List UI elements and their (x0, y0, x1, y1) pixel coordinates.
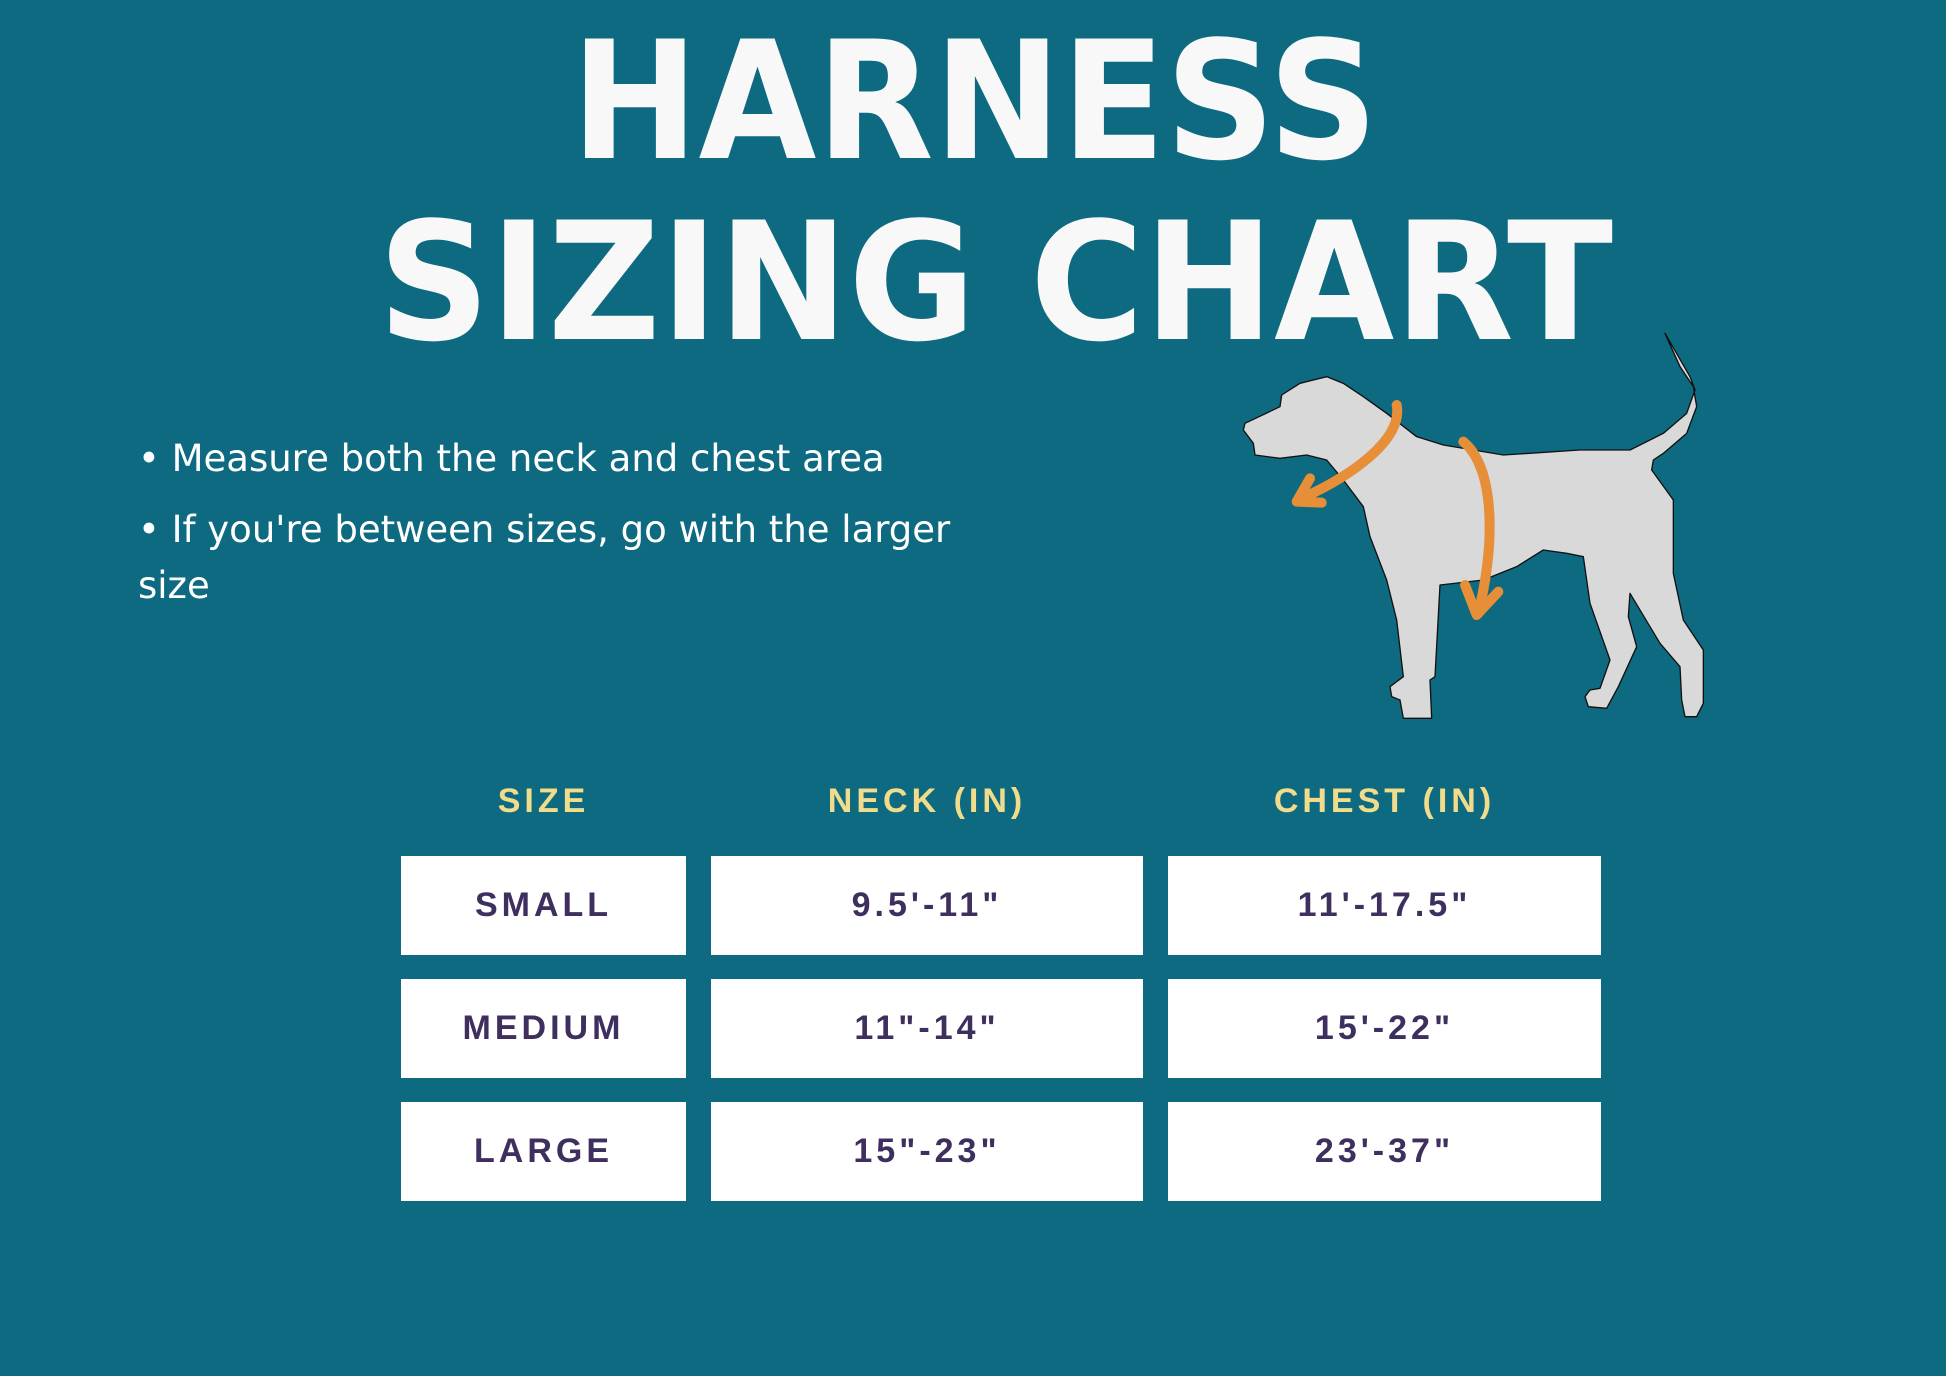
header-chest: CHEST (IN) (1273, 782, 1496, 820)
cell-size-medium: MEDIUM (401, 979, 686, 1078)
header-size: SIZE (497, 782, 590, 820)
instruction-item: • Measure both the neck and chest area (138, 437, 885, 480)
cell-neck-medium: 11"-14" (711, 979, 1143, 1078)
cell-chest-medium: 15'-22" (1168, 979, 1601, 1078)
neck-measure-arrow (1291, 400, 1403, 508)
instruction-item: • If you're between sizes, go with the l… (138, 508, 951, 607)
cell-chest-small: 11'-17.5" (1168, 856, 1601, 955)
cell-neck-small: 9.5'-11" (711, 856, 1143, 955)
header-neck: NECK (IN) (827, 782, 1027, 820)
page-title: HARNESS SIZING CHART (378, 6, 1613, 360)
title-line-1: HARNESS (571, 6, 1378, 197)
instructions-list: • Measure both the neck and chest area •… (138, 430, 1018, 628)
cell-size-large: LARGE (401, 1102, 686, 1201)
cell-neck-large: 15"-23" (711, 1102, 1143, 1201)
dog-illustration (1242, 332, 1704, 719)
dog-silhouette (1242, 332, 1704, 719)
title-line-2: SIZING CHART (378, 187, 1613, 360)
chest-measure-arrow (1458, 436, 1504, 620)
cell-size-small: SMALL (401, 856, 686, 955)
cell-chest-large: 23'-37" (1168, 1102, 1601, 1201)
